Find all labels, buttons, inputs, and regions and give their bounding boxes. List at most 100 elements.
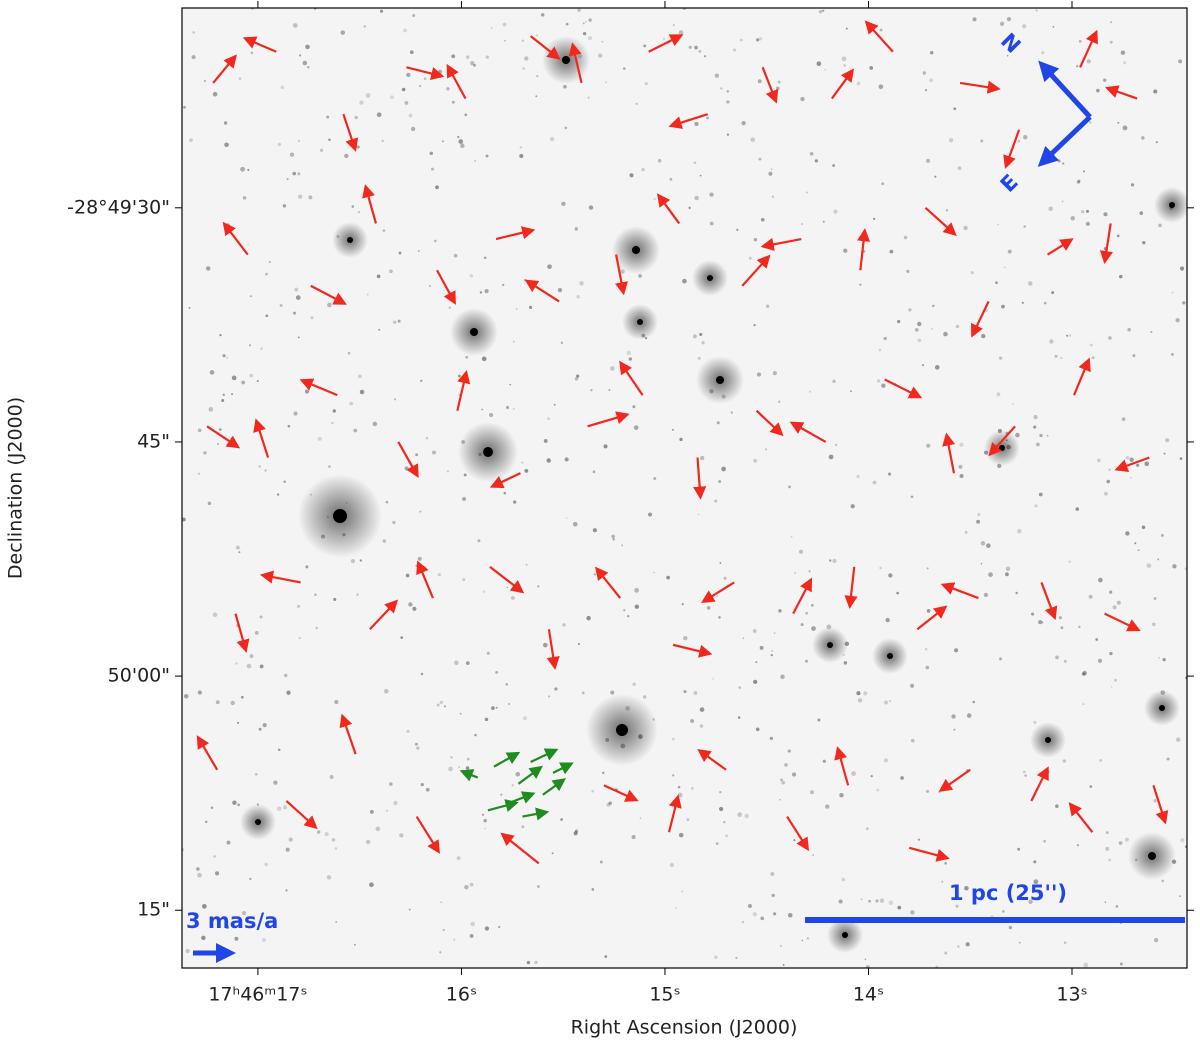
star [521,39,525,42]
star [699,707,705,712]
star [192,31,195,34]
star [423,77,427,81]
star [221,398,225,402]
star [292,171,296,176]
star [276,493,280,496]
star [1022,770,1026,774]
star [585,20,587,23]
star [1054,354,1058,358]
star [758,157,762,161]
star [469,882,474,887]
star [832,164,835,167]
star [519,154,524,159]
star [954,648,959,653]
motion-arrow [1068,802,1094,833]
star [1153,799,1157,803]
star [686,818,690,821]
star [800,623,804,627]
star [448,766,453,772]
star [506,586,509,589]
star [201,903,207,909]
star [486,651,490,655]
star [878,84,884,90]
star [463,473,467,477]
star [315,626,319,630]
star [216,443,220,446]
star [1178,59,1183,64]
star [980,562,983,565]
star [458,393,461,396]
star [679,437,683,442]
star [327,302,332,308]
star [610,690,615,695]
star [548,695,551,698]
star [481,408,484,411]
star [934,365,940,370]
star [718,806,724,812]
star [953,107,957,111]
star [365,839,371,845]
star [351,205,355,208]
star [1165,438,1170,443]
star [883,700,889,705]
star [1068,560,1071,564]
star [298,637,301,640]
star [812,854,814,856]
star [546,458,551,463]
star [719,562,722,564]
star [1035,9,1038,12]
star [951,714,956,719]
star [347,351,351,355]
motion-arrow [1040,582,1058,621]
star [265,314,269,318]
star [765,304,770,308]
motion-arrow [542,778,567,796]
star [828,454,834,460]
star [479,291,483,294]
bright-star [616,724,628,736]
motion-arrow [369,599,399,631]
star [421,565,427,571]
north-arrow [1038,60,1092,119]
star [246,663,252,669]
motion-arrow [529,35,561,60]
star [437,572,441,577]
star [1182,301,1186,305]
star [771,195,775,198]
motion-arrow [285,800,318,830]
star [753,237,758,242]
star [412,14,416,17]
star [378,328,381,331]
star [887,472,892,476]
star [1048,206,1053,212]
star [959,442,964,447]
star [249,295,252,298]
star [1022,24,1027,29]
star [1158,223,1162,228]
star [777,80,781,84]
motion-arrow [1099,223,1113,265]
star [495,670,499,674]
star [384,688,389,694]
star [490,27,493,29]
star [536,34,538,37]
star [926,567,929,570]
star [634,604,640,609]
star [431,450,437,455]
star [524,468,529,473]
star [205,266,211,271]
star [484,827,486,830]
star [643,44,647,48]
star [1127,327,1131,332]
star [1088,594,1093,599]
star [671,737,675,741]
star [232,800,237,805]
star [926,789,930,793]
star [420,379,423,383]
star [1137,549,1140,552]
star [417,250,420,252]
star [1091,356,1095,360]
star [1034,504,1038,508]
star [481,813,485,816]
star [857,698,863,703]
